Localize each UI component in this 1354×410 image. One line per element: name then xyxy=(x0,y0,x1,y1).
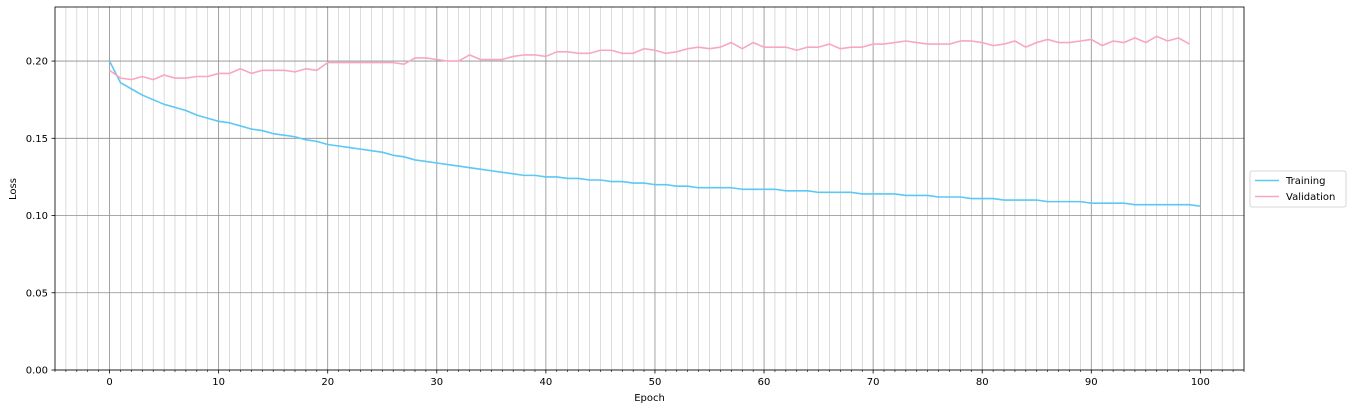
x-tick-label: 40 xyxy=(540,377,553,388)
y-tick-label: 0.10 xyxy=(26,211,48,222)
y-tick-label: 0.00 xyxy=(26,366,48,377)
x-tick-label: 90 xyxy=(1085,377,1098,388)
y-tick-label: 0.15 xyxy=(26,134,48,145)
y-axis-ticks: 0.00 0.05 0.10 0.15 0.20 xyxy=(26,57,55,377)
plot-frame xyxy=(54,6,1245,371)
legend-label-validation: Validation xyxy=(1286,192,1335,203)
y-tick-label: 0.05 xyxy=(26,288,48,299)
x-tick-label: 10 xyxy=(212,377,225,388)
x-axis-label: Epoch xyxy=(634,393,665,404)
x-tick-label: 30 xyxy=(430,377,443,388)
x-tick-label: 20 xyxy=(321,377,334,388)
x-tick-label: 60 xyxy=(758,377,771,388)
plot-background xyxy=(55,7,1244,370)
x-axis-ticks: 0 10 20 30 40 50 60 70 80 90 100 xyxy=(54,370,1245,388)
series-line-training xyxy=(108,60,1201,208)
series-line-validation xyxy=(109,35,1190,81)
x-tick-label: 80 xyxy=(976,377,989,388)
legend-label-training: Training xyxy=(1285,176,1325,187)
y-axis-label: Loss xyxy=(8,178,19,200)
minor-gridlines xyxy=(54,7,1245,370)
legend: Training Validation xyxy=(1249,170,1347,208)
series-layer xyxy=(108,35,1201,208)
x-tick-label: 0 xyxy=(106,377,112,388)
y-tick-label: 0.20 xyxy=(26,57,48,68)
x-tick-label: 50 xyxy=(649,377,662,388)
x-tick-label: 70 xyxy=(867,377,880,388)
x-tick-label: 100 xyxy=(1191,377,1210,388)
